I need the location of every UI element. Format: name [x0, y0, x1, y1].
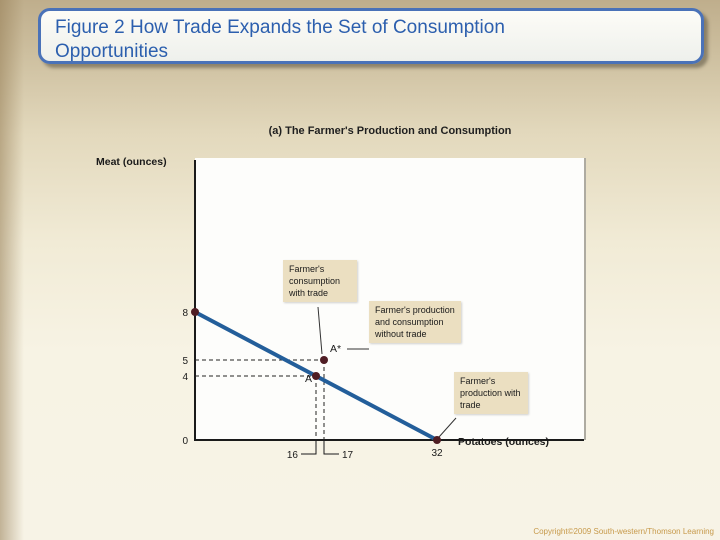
meat-intercept-dot [191, 308, 199, 316]
x-axis-label: Potatoes (ounces) [458, 436, 550, 448]
annotation-production-with-trade: Farmer's production with trade [454, 372, 528, 415]
slide-title-box: Figure 2 How Trade Expands the Set of Co… [38, 8, 704, 64]
y-tick-5: 5 [182, 356, 188, 367]
tick-connector-17 [323, 440, 339, 455]
x-tick-16: 16 [287, 450, 299, 461]
guide-lines [195, 359, 325, 440]
tick-connector-16 [301, 440, 317, 455]
point-a-label: A [305, 373, 312, 385]
annotation-consumption-with-trade: Farmer's consumption with trade [283, 260, 357, 303]
copyright-notice: Copyright©2009 South-western/Thomson Lea… [533, 527, 714, 536]
potatoes-intercept-dot [433, 436, 441, 444]
point-a-star-dot [320, 356, 328, 364]
chart-canvas: 8 5 4 0 16 17 32 A A* [182, 160, 584, 461]
origin-tick-0: 0 [182, 436, 188, 447]
y-axis-label: Meat (ounces) [96, 156, 167, 168]
y-tick-8: 8 [182, 308, 188, 319]
x-tick-32: 32 [431, 448, 443, 459]
point-a-dot [312, 372, 320, 380]
left-edge-shading [0, 0, 24, 540]
axis-lines [194, 160, 584, 441]
slide-title: Figure 2 How Trade Expands the Set of Co… [55, 17, 505, 62]
chart-title: (a) The Farmer's Production and Consumpt… [268, 125, 512, 137]
point-a-star-label: A* [330, 343, 341, 355]
x-tick-17: 17 [342, 450, 354, 461]
y-tick-4: 4 [182, 372, 188, 383]
leader-consumption-with-trade [317, 306, 323, 355]
annotation-production-consumption-without-trade: Farmer's production and consumption with… [369, 301, 461, 344]
leader-production-with-trade [438, 417, 457, 438]
